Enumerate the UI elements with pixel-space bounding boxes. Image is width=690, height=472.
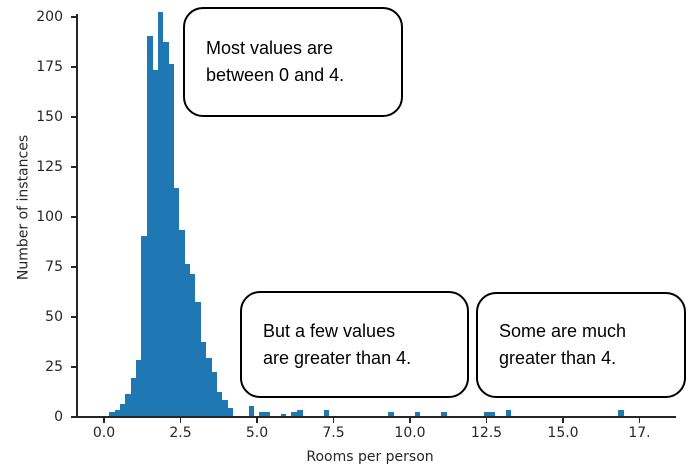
histogram-bar bbox=[162, 42, 169, 416]
histogram-bar bbox=[211, 372, 217, 416]
x-tick-mark bbox=[409, 417, 411, 423]
x-tick-label: 0.0 bbox=[92, 425, 116, 441]
x-tick-mark bbox=[179, 417, 182, 423]
x-tick-label: 10.0 bbox=[394, 425, 426, 441]
histogram-bar bbox=[195, 302, 201, 416]
histogram-bar bbox=[280, 414, 287, 416]
y-tick-label: 50 bbox=[45, 309, 63, 325]
y-tick-mark bbox=[71, 166, 76, 168]
x-tick-mark bbox=[638, 417, 641, 423]
y-tick-mark bbox=[71, 266, 76, 268]
histogram-bar bbox=[141, 236, 148, 416]
x-tick-label: 17. bbox=[628, 425, 651, 441]
histogram-bar bbox=[323, 410, 330, 416]
callout-text-line: greater than 4. bbox=[499, 348, 617, 368]
callout-text-line: between 0 and 4. bbox=[206, 65, 345, 85]
y-tick-mark bbox=[71, 16, 76, 18]
callout-few-values: But a few values are greater than 4. bbox=[240, 291, 469, 398]
callout-text-line: But a few values bbox=[263, 320, 396, 341]
histogram-bar bbox=[146, 36, 153, 416]
y-tick-label: 100 bbox=[36, 209, 63, 225]
histogram-bar bbox=[216, 392, 223, 416]
y-tick-label: 175 bbox=[36, 59, 63, 75]
histogram-bar bbox=[414, 412, 421, 416]
histogram-bar bbox=[489, 412, 496, 416]
y-tick-label: 125 bbox=[36, 159, 63, 175]
callout-text-line: Most values are bbox=[206, 38, 334, 58]
callout-text-line: Some are much bbox=[499, 321, 627, 341]
x-tick-mark bbox=[256, 417, 258, 423]
x-axis-spine bbox=[76, 416, 676, 418]
x-tick-mark bbox=[103, 417, 105, 423]
histogram-bar bbox=[387, 412, 394, 416]
histogram-bar bbox=[259, 412, 266, 416]
callout-most-values: Most values are between 0 and 4. bbox=[183, 7, 403, 117]
histogram-bar bbox=[130, 378, 137, 416]
histogram-bar bbox=[136, 360, 142, 416]
x-axis-label: Rooms per person bbox=[306, 449, 434, 465]
histogram-bar bbox=[152, 70, 158, 416]
histogram-bar bbox=[227, 408, 233, 416]
histogram-bar bbox=[618, 410, 624, 416]
histogram-bar bbox=[157, 12, 164, 416]
histogram-bar bbox=[441, 412, 448, 416]
histogram-bar bbox=[296, 410, 303, 416]
histogram-bar bbox=[264, 412, 271, 416]
histogram-bar bbox=[200, 342, 207, 416]
histogram-bar bbox=[484, 412, 490, 416]
histogram-bar bbox=[178, 230, 185, 416]
x-tick-label: 7.5 bbox=[322, 425, 345, 441]
y-tick-label: 0 bbox=[54, 409, 63, 425]
callout-much-greater: Some are much greater than 4. bbox=[476, 292, 686, 398]
x-tick-label: 2.5 bbox=[169, 425, 192, 441]
y-tick-mark bbox=[71, 416, 76, 418]
y-tick-mark bbox=[71, 316, 76, 318]
histogram-bar bbox=[221, 400, 228, 416]
y-tick-label: 75 bbox=[45, 259, 63, 275]
histogram-bar bbox=[505, 410, 512, 416]
y-tick-mark bbox=[71, 216, 76, 218]
x-tick-label: 5.0 bbox=[245, 425, 269, 441]
histogram-bar bbox=[114, 410, 121, 416]
y-tick-mark bbox=[71, 366, 76, 368]
y-axis-spine bbox=[76, 14, 78, 417]
y-tick-label: 200 bbox=[36, 9, 63, 25]
x-tick-label: 15.0 bbox=[547, 425, 579, 441]
histogram-bar bbox=[125, 394, 132, 416]
histogram-bar bbox=[173, 188, 180, 416]
histogram-bar bbox=[109, 412, 116, 416]
y-tick-mark bbox=[71, 66, 76, 68]
histogram-bar bbox=[120, 404, 126, 416]
x-tick-mark bbox=[562, 417, 564, 423]
y-axis-label: Number of instances bbox=[15, 134, 32, 281]
histogram-bar bbox=[291, 412, 298, 416]
y-tick-mark bbox=[71, 116, 76, 118]
histogram-bar bbox=[248, 406, 255, 416]
y-tick-label: 25 bbox=[45, 359, 63, 375]
histogram-bar bbox=[184, 264, 191, 416]
histogram-bar bbox=[168, 64, 174, 416]
x-tick-mark bbox=[332, 417, 335, 423]
y-tick-label: 150 bbox=[36, 109, 63, 125]
histogram-bar bbox=[189, 274, 196, 416]
x-tick-mark bbox=[485, 417, 488, 423]
x-tick-label: 12.5 bbox=[470, 425, 503, 441]
histogram-bar bbox=[205, 358, 212, 416]
callout-text-line: are greater than 4. bbox=[263, 347, 412, 368]
